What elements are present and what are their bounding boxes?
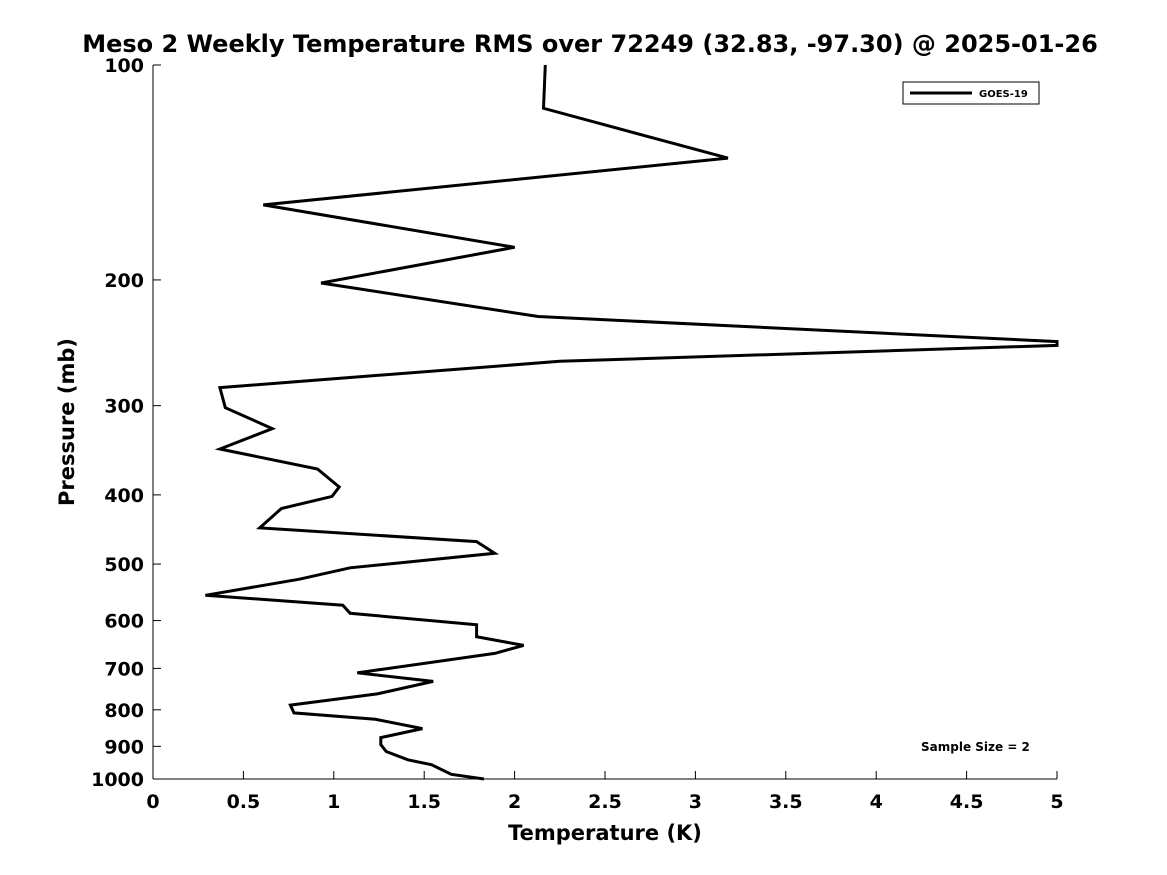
x-tick-label: 2 [508,791,521,813]
chart-title: Meso 2 Weekly Temperature RMS over 72249… [82,30,1098,58]
sample-size-annotation: Sample Size = 2 [921,740,1030,754]
x-axis-ticks: 0 0.5 1 1.5 2 2.5 3 3.5 4 4.5 5 [146,771,1064,813]
y-tick-label: 300 [104,396,144,418]
legend-label: GOES-19 [979,89,1028,100]
x-tick-label: 0 [146,791,159,813]
x-tick-label: 3.5 [769,791,803,813]
y-tick-label: 500 [104,554,144,576]
y-tick-label: 400 [104,485,144,507]
plot-axes [152,65,1057,780]
y-tick-label: 1000 [91,769,144,791]
y-axis-label: Pressure (mb) [55,338,79,506]
y-tick-label: 900 [104,736,144,758]
x-axis-label: Temperature (K) [508,821,702,845]
series-layer [205,64,1059,781]
y-tick-label: 700 [104,658,144,680]
y-axis-ticks: 100 200 300 400 500 600 700 800 900 1000 [91,55,161,791]
x-tick-label: 1 [327,791,340,813]
legend: GOES-19 [902,81,1040,105]
y-tick-label: 100 [104,55,144,77]
y-tick-label: 200 [104,270,144,292]
series-line-goes-19 [205,64,1059,781]
x-tick-label: 4.5 [950,791,984,813]
x-tick-label: 5 [1050,791,1063,813]
x-tick-label: 2.5 [588,791,622,813]
x-tick-label: 3 [689,791,702,813]
x-tick-label: 4 [870,791,883,813]
y-tick-label: 800 [104,700,144,722]
x-tick-label: 0.5 [227,791,261,813]
x-tick-label: 1.5 [407,791,441,813]
y-tick-label: 600 [104,611,144,633]
